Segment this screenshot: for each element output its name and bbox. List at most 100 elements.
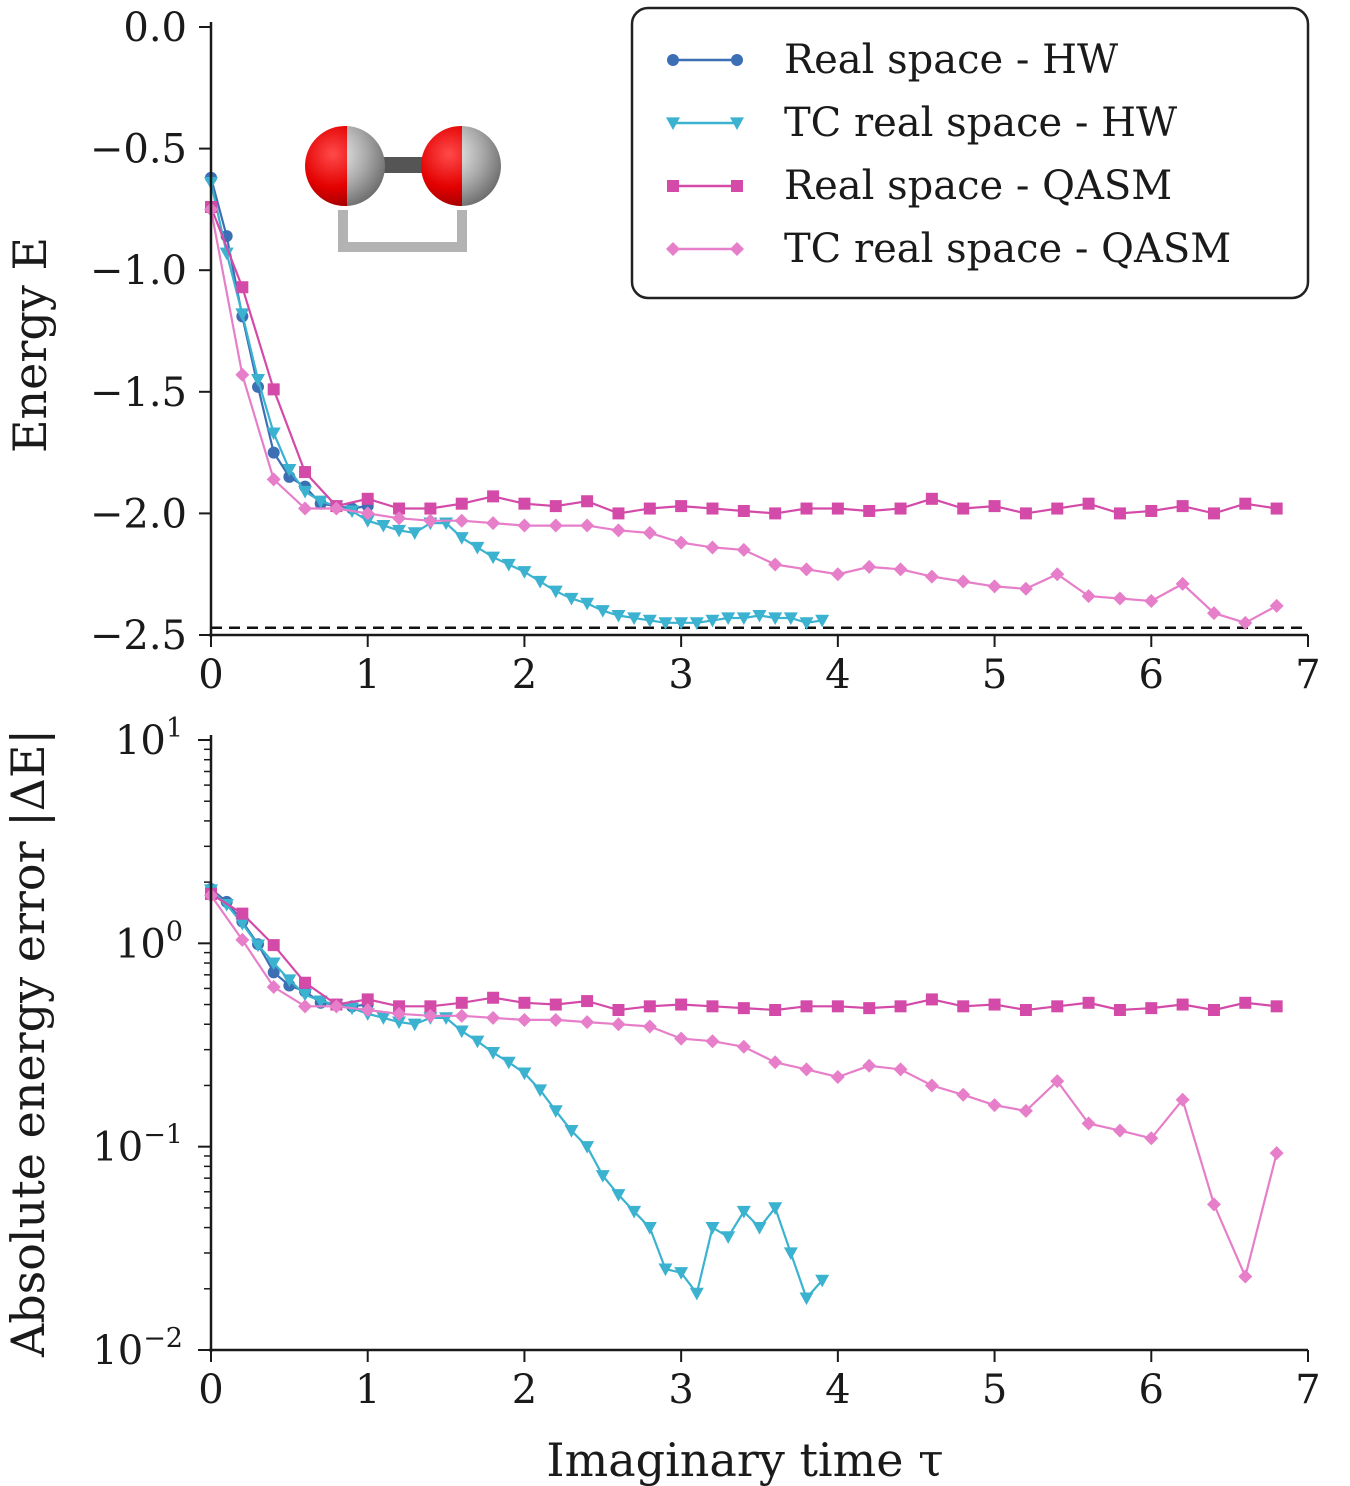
error-x-tick-label: 6 (1139, 1367, 1164, 1413)
error-data-point (1239, 996, 1252, 1009)
legend-label: Real space - QASM (784, 163, 1172, 209)
energy-data-point (721, 612, 736, 625)
error-data-point (642, 1019, 657, 1034)
energy-data-point (392, 524, 407, 538)
error-data-point (564, 1124, 579, 1138)
energy-data-point (580, 597, 595, 611)
energy-data-point (1081, 589, 1096, 604)
error-data-point (1145, 1002, 1158, 1015)
energy-data-point (393, 502, 406, 515)
energy-data-point (392, 511, 407, 526)
legend-marker (666, 117, 680, 130)
energy-data-point (299, 466, 312, 479)
legend: Real space - HW TC real space - HW Real sp… (630, 6, 1310, 300)
energy-data-point (1206, 606, 1221, 621)
energy-data-point (376, 519, 391, 533)
error-x-tick-label: 2 (512, 1367, 537, 1413)
energy-data-point (329, 501, 344, 516)
legend-marker (731, 180, 743, 192)
error-data-point (611, 1189, 626, 1202)
energy-data-point (689, 617, 704, 630)
energy-data-point (987, 579, 1002, 594)
energy-series-1 (204, 177, 830, 630)
legend-entry: Real space - HW (667, 37, 1118, 83)
error-data-point (674, 1267, 689, 1280)
energy-data-point (455, 497, 468, 510)
error-data-point (548, 1012, 563, 1027)
error-data-point (282, 974, 297, 988)
legend-marker (666, 242, 680, 256)
error-data-point (1018, 1103, 1033, 1118)
error-data-point (612, 1004, 625, 1017)
energy-data-point (736, 612, 751, 625)
error-data-point (893, 1062, 908, 1077)
energy-data-point (627, 612, 642, 625)
energy-x-tick-label: 4 (825, 652, 850, 698)
energy-data-point (1112, 591, 1127, 606)
error-data-point (689, 1287, 704, 1301)
error-data-point (251, 939, 266, 953)
error-data-point (815, 1274, 830, 1288)
energy-data-point (423, 513, 438, 528)
error-data-point (235, 918, 250, 931)
error-data-point (518, 996, 531, 1009)
energy-data-point (580, 518, 595, 533)
error-x-tick-label: 1 (355, 1367, 380, 1413)
energy-data-point (643, 502, 656, 515)
error-data-point (956, 1087, 971, 1102)
energy-series-3 (204, 202, 1284, 630)
energy-x-tick-label: 0 (198, 652, 223, 698)
energy-data-point (267, 446, 280, 459)
energy-data-point (674, 535, 689, 550)
energy-data-point (548, 518, 563, 533)
energy-data-point (769, 507, 782, 520)
error-data-point (736, 1205, 751, 1219)
energy-data-point (407, 527, 422, 540)
error-data-point (424, 1000, 437, 1013)
energy-series-layer (204, 171, 1308, 630)
error-panel: 0 1 2 3 4 5 6 7 101 100 10−1 10−2 Absolute energy e… (1, 713, 1321, 1486)
legend-label: TC real space - QASM (784, 226, 1231, 272)
energy-data-point (752, 609, 767, 623)
error-data-point (455, 996, 468, 1009)
energy-data-point (1082, 497, 1095, 510)
error-data-point (486, 1010, 501, 1025)
error-data-point (1019, 1004, 1032, 1017)
error-series-line (210, 889, 824, 1301)
energy-data-point (957, 502, 970, 515)
energy-data-point (1051, 502, 1064, 515)
energy-data-point (1175, 576, 1190, 591)
energy-data-point (737, 504, 750, 517)
error-data-point (580, 1141, 595, 1154)
energy-data-point (518, 497, 531, 510)
error-data-point (737, 1002, 750, 1015)
error-data-point (863, 1002, 876, 1015)
energy-data-point (235, 308, 250, 321)
error-data-point (831, 1000, 844, 1013)
energy-data-point (282, 464, 297, 477)
error-data-point (957, 1000, 970, 1013)
error-data-point (361, 993, 374, 1006)
error-x-tick-label: 4 (825, 1367, 850, 1413)
energy-data-point (642, 614, 657, 628)
energy-data-point (988, 500, 1001, 513)
energy-data-point (612, 507, 625, 520)
error-x-tick-label: 3 (668, 1367, 693, 1413)
error-data-point (752, 1221, 767, 1235)
legend-marker (667, 180, 679, 192)
energy-data-point (831, 502, 844, 515)
energy-x-tick-label: 3 (668, 652, 693, 698)
error-y-tick-label: 10−1 (92, 1120, 183, 1171)
energy-data-point (454, 532, 469, 545)
error-data-point (800, 1000, 813, 1013)
error-data-point (360, 1003, 375, 1018)
energy-data-point (266, 427, 281, 441)
error-data-point (768, 1055, 783, 1070)
energy-data-point (486, 551, 501, 565)
energy-data-point (267, 383, 280, 396)
error-data-point (1269, 1146, 1284, 1161)
error-data-point (392, 1016, 407, 1030)
error-data-point (299, 976, 312, 989)
error-data-point (487, 991, 500, 1004)
